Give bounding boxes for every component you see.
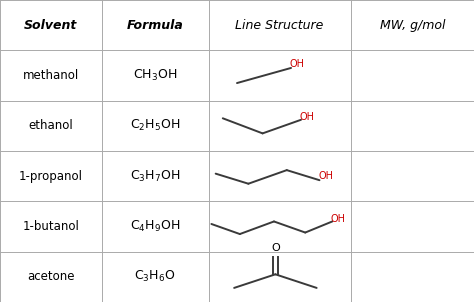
Text: methanol: methanol <box>23 69 79 82</box>
Text: O: O <box>271 243 280 253</box>
Text: C$_2$H$_5$OH: C$_2$H$_5$OH <box>130 118 180 133</box>
Text: ethanol: ethanol <box>28 119 73 132</box>
Text: C$_3$H$_7$OH: C$_3$H$_7$OH <box>130 169 180 184</box>
Text: C$_4$H$_9$OH: C$_4$H$_9$OH <box>130 219 180 234</box>
Text: Solvent: Solvent <box>24 19 77 32</box>
Text: Formula: Formula <box>127 19 183 32</box>
Text: OH: OH <box>318 171 333 181</box>
Text: OH: OH <box>300 112 315 122</box>
Text: Line Structure: Line Structure <box>236 19 324 32</box>
Text: acetone: acetone <box>27 270 74 283</box>
Text: OH: OH <box>290 59 305 69</box>
Text: 1-propanol: 1-propanol <box>18 170 83 183</box>
Text: MW, g/mol: MW, g/mol <box>380 19 445 32</box>
Text: C$_3$H$_6$O: C$_3$H$_6$O <box>134 269 176 284</box>
Text: 1-butanol: 1-butanol <box>22 220 79 233</box>
Text: OH: OH <box>331 214 346 224</box>
Text: CH$_3$OH: CH$_3$OH <box>133 68 177 83</box>
